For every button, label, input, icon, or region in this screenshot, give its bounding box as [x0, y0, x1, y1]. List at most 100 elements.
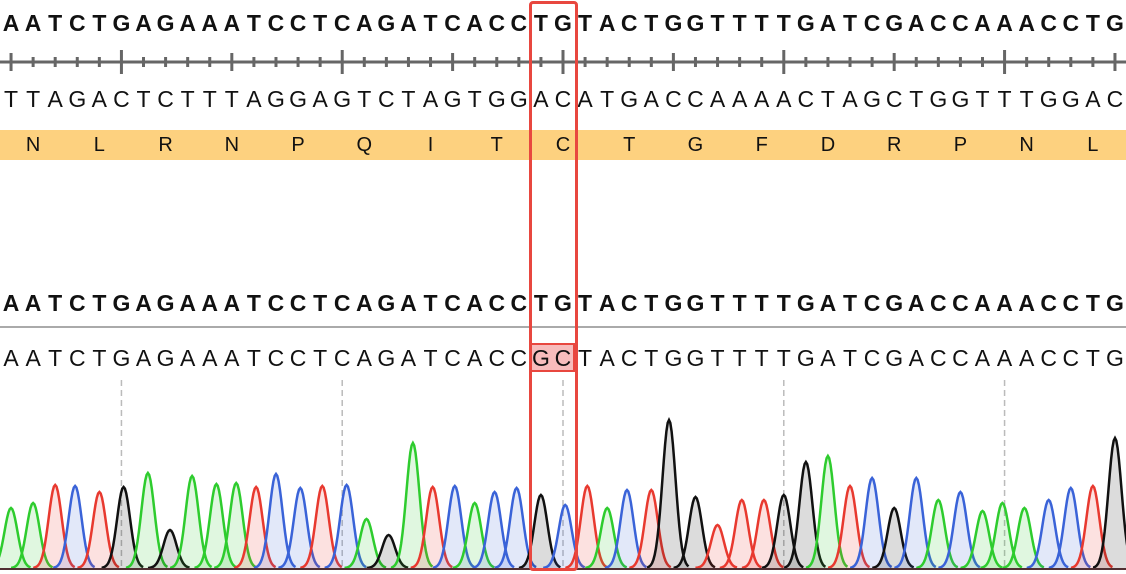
base-C[interactable]: C [68, 10, 86, 36]
base-T[interactable]: T [202, 86, 217, 112]
base-T[interactable]: T [1085, 345, 1100, 371]
base-C[interactable]: C [863, 10, 881, 36]
base-A[interactable]: A [400, 290, 417, 316]
amino-acid[interactable]: P [291, 134, 305, 156]
base-A[interactable]: A [643, 86, 659, 112]
base-A[interactable]: A [223, 10, 241, 36]
base-C[interactable]: C [687, 86, 704, 112]
base-T[interactable]: T [48, 10, 63, 36]
base-C[interactable]: C [444, 10, 461, 36]
base-T[interactable]: T [710, 345, 725, 371]
base-T[interactable]: T [92, 290, 107, 316]
base-G[interactable]: G [1061, 86, 1080, 112]
base-A[interactable]: A [355, 10, 373, 36]
base-C[interactable]: C [333, 290, 351, 316]
amino-acid[interactable]: I [427, 134, 434, 156]
amino-acid[interactable]: F [755, 134, 768, 156]
base-C[interactable]: C [885, 86, 903, 112]
base-G[interactable]: G [377, 290, 396, 316]
base-T[interactable]: T [578, 10, 593, 36]
base-T[interactable]: T [4, 86, 19, 112]
base-T[interactable]: T [644, 10, 659, 36]
amino-acid[interactable]: N [1019, 134, 1034, 156]
base-A[interactable]: A [246, 86, 262, 112]
amino-acid[interactable]: Q [356, 134, 373, 156]
base-T[interactable]: T [600, 86, 615, 112]
base-T[interactable]: T [997, 86, 1012, 112]
base-C[interactable]: C [930, 10, 947, 36]
base-A[interactable]: A [731, 86, 748, 112]
base-T[interactable]: T [246, 10, 261, 36]
base-C[interactable]: C [665, 86, 682, 112]
base-T[interactable]: T [1019, 86, 1034, 112]
base-T[interactable]: T [842, 345, 858, 371]
base-T[interactable]: T [136, 86, 151, 112]
base-T[interactable]: T [754, 290, 769, 316]
base-A[interactable]: A [135, 10, 152, 36]
base-T[interactable]: T [732, 345, 747, 371]
amino-acid[interactable]: C [555, 134, 571, 156]
base-T[interactable]: T [578, 290, 593, 316]
base-A[interactable]: A [355, 290, 373, 316]
base-A[interactable]: A [907, 290, 925, 316]
base-G[interactable]: G [1039, 86, 1058, 112]
base-A[interactable]: A [24, 10, 42, 36]
base-G[interactable]: G [289, 86, 307, 112]
base-T[interactable]: T [423, 290, 438, 316]
base-A[interactable]: A [1018, 10, 1035, 36]
base-A[interactable]: A [135, 345, 152, 371]
base-G[interactable]: G [885, 10, 904, 36]
base-A[interactable]: A [820, 345, 836, 371]
base-C[interactable]: C [444, 290, 461, 316]
base-C[interactable]: C [510, 10, 528, 36]
base-G[interactable]: G [885, 290, 904, 316]
base-T[interactable]: T [26, 86, 41, 112]
base-G[interactable]: G [796, 345, 815, 371]
base-A[interactable]: A [819, 10, 837, 36]
base-A[interactable]: A [1018, 290, 1035, 316]
base-A[interactable]: A [179, 10, 196, 36]
base-C[interactable]: C [333, 10, 351, 36]
base-T[interactable]: T [1085, 10, 1100, 36]
base-A[interactable]: A [223, 290, 241, 316]
base-A[interactable]: A [466, 10, 483, 36]
base-G[interactable]: G [951, 86, 970, 112]
base-A[interactable]: A [1018, 345, 1035, 371]
base-C[interactable]: C [863, 290, 881, 316]
base-G[interactable]: G [664, 290, 683, 316]
base-A[interactable]: A [467, 345, 483, 371]
base-T[interactable]: T [423, 10, 438, 36]
base-T[interactable]: T [776, 10, 791, 36]
amino-acid[interactable]: L [1087, 134, 1099, 156]
base-C[interactable]: C [444, 345, 461, 371]
amino-acid[interactable]: L [93, 134, 105, 156]
base-G[interactable]: G [531, 345, 550, 371]
base-A[interactable]: A [996, 290, 1013, 316]
base-G[interactable]: G [929, 86, 948, 112]
base-C[interactable]: C [554, 345, 572, 371]
base-C[interactable]: C [620, 290, 638, 316]
base-G[interactable]: G [885, 345, 904, 371]
base-C[interactable]: C [1106, 86, 1124, 112]
base-A[interactable]: A [24, 290, 42, 316]
base-T[interactable]: T [357, 86, 372, 112]
base-C[interactable]: C [930, 345, 947, 371]
base-T[interactable]: T [533, 290, 548, 316]
base-G[interactable]: G [156, 345, 175, 371]
base-C[interactable]: C [620, 10, 638, 36]
base-G[interactable]: G [554, 10, 572, 36]
base-G[interactable]: G [664, 10, 683, 36]
base-C[interactable]: C [488, 345, 506, 371]
base-G[interactable]: G [443, 86, 462, 112]
base-G[interactable]: G [1106, 10, 1124, 36]
base-A[interactable]: A [974, 345, 991, 371]
base-A[interactable]: A [908, 345, 924, 371]
amino-acid[interactable]: R [158, 134, 173, 156]
base-G[interactable]: G [156, 10, 175, 36]
base-A[interactable]: A [974, 10, 991, 36]
base-T[interactable]: T [578, 345, 593, 371]
base-A[interactable]: A [312, 86, 328, 112]
base-G[interactable]: G [664, 345, 683, 371]
base-T[interactable]: T [48, 345, 63, 371]
base-C[interactable]: C [1062, 10, 1080, 36]
